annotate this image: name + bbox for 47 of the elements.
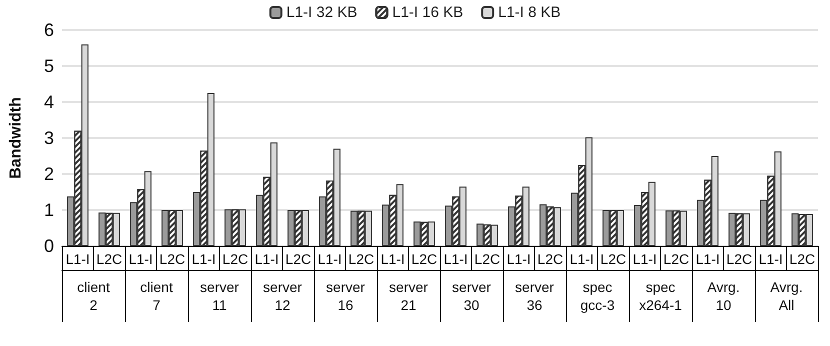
x-tick-label: L1-I — [506, 251, 531, 267]
legend-label: L1-I 8 KB — [498, 4, 561, 21]
x-tick-label: L2C — [348, 251, 374, 267]
y-tick-label: 2 — [44, 164, 54, 184]
x-tick-label: L2C — [222, 251, 248, 267]
x-tick-label: L1-I — [254, 251, 279, 267]
y-tick-label: 1 — [44, 200, 54, 220]
x-tick-label: L2C — [96, 251, 122, 267]
text: spec x264-1 — [639, 279, 682, 313]
y-tick-label: 5 — [44, 56, 54, 76]
x-tick-label: L2C — [663, 251, 690, 267]
text: server 21 — [389, 279, 428, 313]
x-tick-label: L1-I — [66, 251, 90, 267]
text: client 2 — [77, 279, 110, 313]
text: client 7 — [140, 279, 173, 313]
text: Avrg. 10 — [707, 279, 740, 313]
text: server 36 — [515, 279, 554, 313]
x-tick-label: L2C — [600, 251, 626, 267]
x-tick-label: L2C — [474, 251, 500, 267]
x-tick-label: L1-I — [632, 251, 657, 267]
x-tick-label: L1-I — [380, 251, 405, 267]
x-tick-label: L2C — [537, 251, 564, 267]
legend-label: L1-I 16 KB — [392, 4, 464, 21]
x-tick-label: L1-I — [444, 251, 468, 267]
legend-label: L1-I 32 KB — [286, 4, 358, 21]
x-tick-label: L2C — [285, 251, 312, 267]
x-tick-label: L1-I — [192, 251, 216, 267]
y-tick-label: 4 — [44, 92, 54, 112]
x-tick-label: L1-I — [570, 251, 594, 267]
y-tick-label: 0 — [44, 236, 54, 256]
x-tick-label: L2C — [726, 251, 752, 267]
y-tick-label: 3 — [44, 128, 54, 148]
text: server 11 — [200, 279, 240, 313]
x-tick-label: L2C — [411, 251, 438, 267]
y-axis-title: Bandwidth — [8, 97, 24, 179]
text: server 12 — [263, 279, 302, 313]
text: Avrg. All — [770, 279, 803, 313]
text: spec gcc-3 — [580, 279, 615, 313]
x-tick-label: L1-I — [696, 251, 720, 267]
x-tick-label: L1-I — [758, 251, 783, 267]
y-tick-label: 6 — [44, 20, 54, 40]
x-tick-label: L2C — [789, 251, 816, 267]
text: server 16 — [326, 279, 366, 313]
x-tick-label: L1-I — [318, 251, 342, 267]
x-tick-label: L2C — [159, 251, 186, 267]
text: server 30 — [452, 279, 492, 313]
x-tick-label: L1-I — [128, 251, 153, 267]
